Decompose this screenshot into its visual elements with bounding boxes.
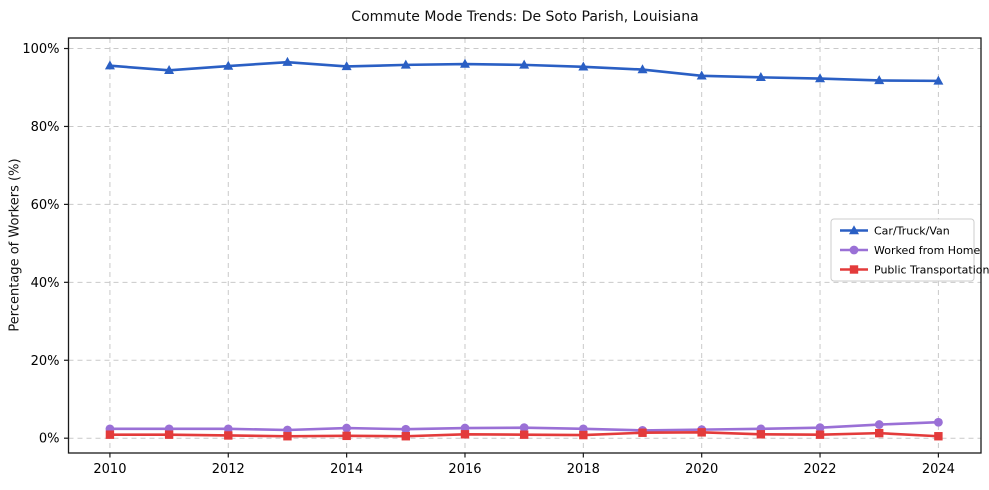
legend-marker-car-truck-van xyxy=(849,225,859,235)
y-tick-label-80: 80% xyxy=(31,120,60,135)
x-tick-label-2022: 2022 xyxy=(803,462,836,477)
y-tick-label-20: 20% xyxy=(31,354,60,369)
data-point-public-transportation-2019 xyxy=(638,428,647,437)
data-point-public-transportation-2023 xyxy=(875,428,884,438)
legend-marker-public-transportation xyxy=(849,265,859,274)
series-public-transportation xyxy=(105,428,943,441)
data-point-car-truck-van-2021 xyxy=(755,72,766,82)
data-point-car-truck-van-2023 xyxy=(874,75,885,85)
legend-label-public-transportation: Public Transportation xyxy=(874,263,989,276)
chart-title: Commute Mode Trends: De Soto Parish, Lou… xyxy=(351,9,699,25)
data-point-car-truck-van-2013 xyxy=(282,56,293,66)
y-tick-label-40: 40% xyxy=(31,276,60,291)
data-point-worked-from-home-2015 xyxy=(401,424,411,434)
legend: Car/Truck/Van Worked from Home Public Tran… xyxy=(830,218,989,282)
data-point-car-truck-van-2018 xyxy=(578,61,589,71)
data-point-car-truck-van-2020 xyxy=(696,70,707,80)
data-point-car-truck-van-2011 xyxy=(164,65,175,75)
y-tick-label-60: 60% xyxy=(31,198,60,213)
data-point-car-truck-van-2012 xyxy=(223,60,234,70)
series-car-truck-van xyxy=(104,56,944,85)
x-tick-label-2020: 2020 xyxy=(685,462,718,477)
legend-box xyxy=(830,218,975,282)
y-axis-label: Percentage of Workers (%) xyxy=(7,158,23,332)
data-point-public-transportation-2012 xyxy=(224,431,233,440)
data-point-car-truck-van-2019 xyxy=(637,64,648,74)
data-point-public-transportation-2024 xyxy=(934,432,943,441)
y-tick-label-100: 100% xyxy=(22,42,59,57)
legend-item-public-transportation: Public Transportation xyxy=(840,263,989,276)
x-tick-label-2014: 2014 xyxy=(330,462,363,477)
data-point-car-truck-van-2022 xyxy=(815,73,826,83)
data-point-car-truck-van-2014 xyxy=(341,61,352,71)
data-point-public-transportation-2011 xyxy=(164,430,174,439)
gridlines xyxy=(68,38,981,453)
x-tick-label-2024: 2024 xyxy=(922,462,955,477)
data-point-public-transportation-2013 xyxy=(283,432,292,441)
legend-label-car-truck-van: Car/Truck/Van xyxy=(874,224,950,237)
data-point-public-transportation-2017 xyxy=(519,430,529,439)
data-point-public-transportation-2020 xyxy=(697,428,706,437)
data-point-public-transportation-2021 xyxy=(756,430,766,439)
data-point-worked-from-home-2024 xyxy=(933,417,943,427)
legend-item-worked-from-home: Worked from Home xyxy=(840,244,981,257)
x-tick-label-2010: 2010 xyxy=(93,462,126,477)
data-point-worked-from-home-2014 xyxy=(342,423,352,433)
data-point-worked-from-home-2023 xyxy=(874,420,884,429)
data-point-car-truck-van-2015 xyxy=(400,59,411,69)
data-point-public-transportation-2010 xyxy=(105,430,115,439)
data-point-worked-from-home-2012 xyxy=(223,424,233,434)
x-tick-label-2018: 2018 xyxy=(567,462,600,477)
y-tick-label-0: 0% xyxy=(39,432,60,447)
legend-label-worked-from-home: Worked from Home xyxy=(874,244,981,257)
x-tick-label-2016: 2016 xyxy=(448,462,481,477)
data-point-worked-from-home-2017 xyxy=(519,423,529,433)
x-tick-label-2012: 2012 xyxy=(212,462,245,477)
axis-tick-labels: 0% 20% 40% 60% 80% 100% 2010 2012 2014 2016 2018 20… xyxy=(22,42,955,477)
data-point-car-truck-van-2017 xyxy=(519,59,530,69)
data-point-car-truck-van-2016 xyxy=(459,58,470,68)
legend-item-car-truck-van: Car/Truck/Van xyxy=(840,224,950,237)
data-point-public-transportation-2022 xyxy=(815,430,825,439)
data-point-worked-from-home-2022 xyxy=(815,423,825,433)
data-point-public-transportation-2014 xyxy=(342,431,351,441)
plot-border xyxy=(67,37,982,454)
data-point-car-truck-van-2010 xyxy=(104,60,115,70)
axis-ticks xyxy=(64,47,939,458)
data-point-public-transportation-2015 xyxy=(401,432,411,441)
data-point-public-transportation-2018 xyxy=(579,430,588,440)
data-point-public-transportation-2016 xyxy=(460,430,470,439)
legend-marker-worked-from-home xyxy=(849,245,859,255)
data-point-car-truck-van-2024 xyxy=(933,75,944,85)
